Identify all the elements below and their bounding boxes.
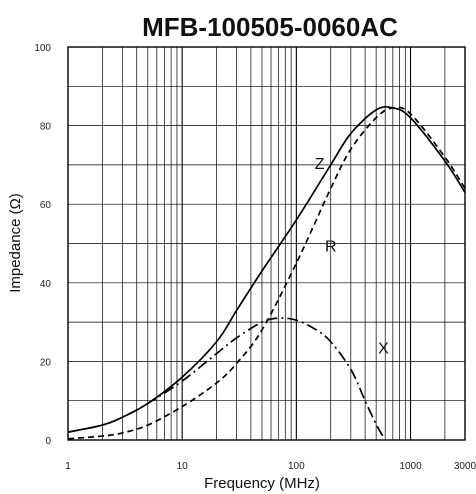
series-line-r — [67, 106, 466, 440]
y-tick-label: 60 — [40, 200, 52, 211]
curve-label-r: R — [325, 238, 337, 255]
y-tick-label: 80 — [40, 122, 52, 133]
x-tick-labels: 1 10 100 1000 3000 — [65, 461, 476, 472]
curve-labels: Z R X — [315, 156, 389, 358]
x-tick-label: 100 — [288, 461, 305, 472]
plot-frame — [67, 46, 466, 441]
x-tick-label: 3000 — [454, 461, 476, 472]
chart-title: MFB-100505-0060AC — [142, 12, 398, 42]
x-tick-label: 1 — [65, 461, 71, 472]
y-tick-label: 20 — [40, 357, 52, 368]
grid — [68, 47, 465, 440]
y-axis-label: Impedance (Ω) — [7, 193, 24, 293]
x-tick-label: 1000 — [399, 461, 422, 472]
curve-label-z: Z — [315, 156, 325, 173]
y-tick-label: 100 — [34, 43, 51, 54]
series-line-x — [67, 317, 386, 441]
y-tick-label: 40 — [40, 279, 52, 290]
y-tick-labels: 0 20 40 60 80 100 — [34, 43, 51, 447]
y-tick-label: 0 — [45, 436, 51, 447]
curve-label-x: X — [378, 341, 389, 358]
x-tick-label: 10 — [177, 461, 189, 472]
x-axis-label: Frequency (MHz) — [204, 475, 320, 492]
curves — [67, 105, 466, 441]
